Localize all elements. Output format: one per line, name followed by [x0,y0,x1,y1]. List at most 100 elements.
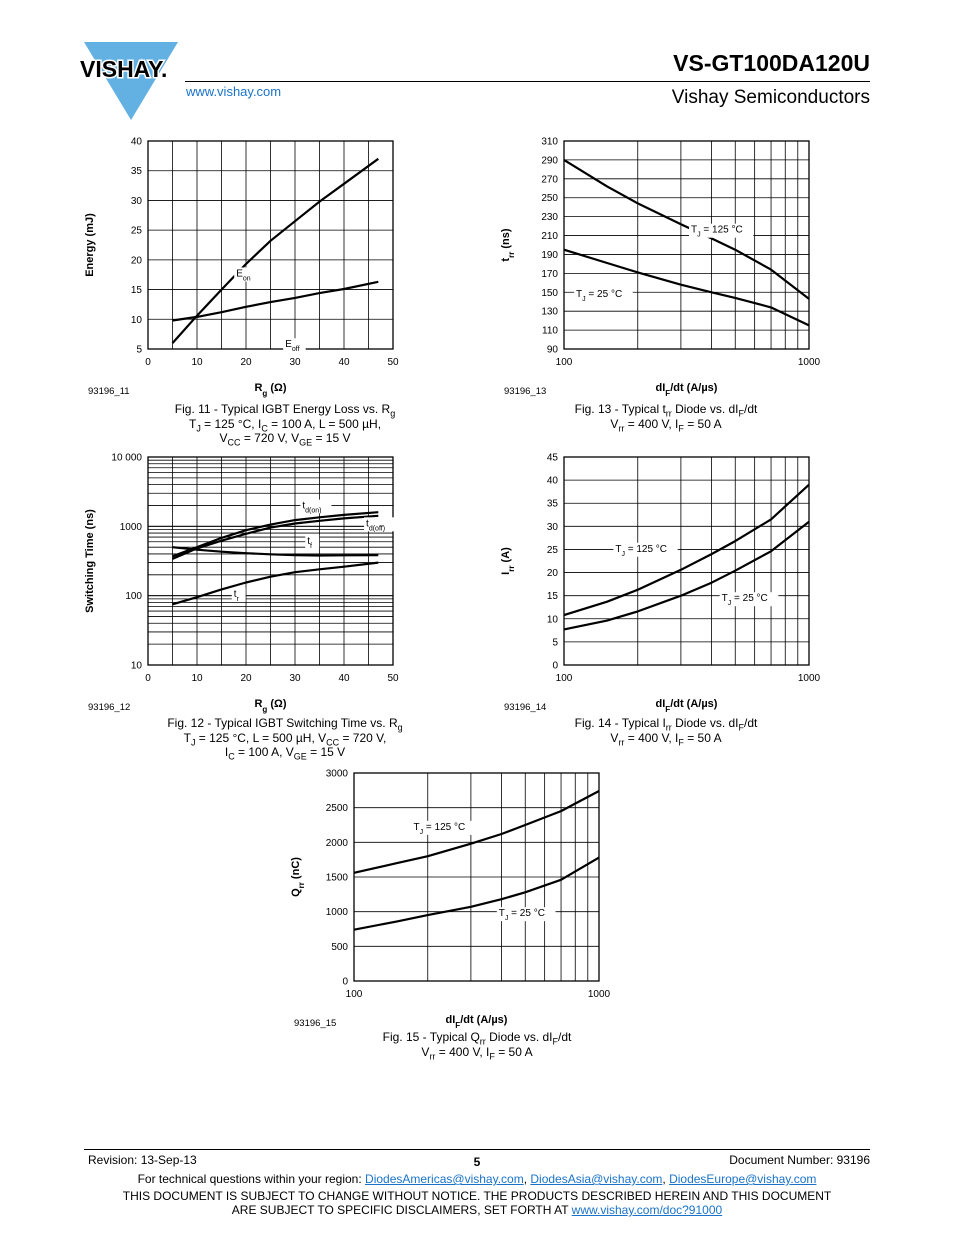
figure-11-caption: Fig. 11 - Typical IGBT Energy Loss vs. R… [110,402,460,448]
y-tick-label: 15 [131,285,143,296]
x-tick-label: 100 [556,673,573,684]
logo-triangle [84,42,178,120]
header-rule [185,81,870,82]
caption-line: Fig. 13 - Typical trr Diode vs. dIF/dt [574,402,758,419]
caption-line: Vrr = 400 V, IF = 50 A [610,730,722,747]
caption-line: Fig. 15 - Typical Qrr Diode vs. dIF/dt [382,1030,572,1047]
series-label-background [305,534,320,549]
y-tick-label: 20 [131,255,143,266]
y-tick-label: 2000 [326,838,349,849]
email-europe-link[interactable]: DiodesEurope@vishay.com [669,1172,817,1186]
y-tick-label: 110 [542,326,558,337]
series-label-background [234,267,253,282]
y-tick-label: 10 000 [111,453,142,464]
y-axis-label: Qrr (nC) [290,857,306,897]
series-line-1 [563,520,810,631]
disclaimer-line-1: THIS DOCUMENT IS SUBJECT TO CHANGE WITHO… [122,1189,832,1203]
series-line-1 [563,248,810,327]
y-tick-label: 210 [541,231,558,242]
y-tick-label: 3000 [326,769,349,780]
series-label-1: Eoff [285,339,299,353]
y-tick-label: 0 [552,661,558,672]
y-tick-label: 15 [547,591,559,602]
series-line-0 [563,483,810,617]
y-tick-label: 35 [131,166,143,177]
company-name: Vishay Semiconductors [671,87,870,108]
series-label-background [719,592,779,607]
series-label-background [496,907,556,922]
y-tick-label: 45 [547,453,559,464]
series-label-2: tf [307,536,312,550]
y-tick-label: 25 [131,226,143,237]
y-tick-label: 290 [541,155,558,166]
series-line-3 [172,561,379,606]
plot-frame [563,140,810,350]
revision-date: Revision: 13-Sep-13 [88,1153,197,1167]
series-label-0: TJ = 125 °C [691,225,743,239]
caption-line: VCC = 720 V, VGE = 15 V [219,431,351,448]
series-line-0 [171,157,379,344]
y-tick-label: 2500 [326,803,349,814]
page-number: 5 [473,1155,481,1169]
website-link[interactable]: www.vishay.com [186,84,282,99]
x-tick-label: 20 [240,357,252,368]
y-tick-label: 270 [541,174,558,185]
caption-line: Vrr = 400 V, IF = 50 A [610,416,722,433]
figure-14-chart: 100 1000 0 5 10 15 20 25 30 35 40 45 TJ = 125 °C TJ =… [500,453,821,714]
x-tick-label: 1000 [798,673,821,684]
figure-13-chart: 100 1000 90 110 130 150 170 190 210 230 250 270 290 3… [500,137,821,398]
y-tick-label: 35 [547,499,559,510]
figure-11-chart: 0 10 20 30 40 50 5 10 15 20 25 30 35 40 Eon Eoff Rg (Ω) E… [84,137,399,398]
y-tick-label: 230 [541,212,558,223]
y-tick-label: 100 [125,591,142,602]
y-tick-label: 10 [131,661,143,672]
y-tick-label: 1000 [120,522,143,533]
series-line-1 [172,514,379,560]
y-tick-label: 190 [541,250,558,261]
disclaimer-link[interactable]: www.vishay.com/doc?91000 [571,1203,723,1217]
series-label-3: tr [234,589,240,603]
plot-frame [353,772,600,982]
y-tick-label: 150 [541,288,558,299]
x-tick-label: 1000 [798,357,821,368]
series-line-1 [172,280,379,322]
y-tick-label: 10 [131,315,143,326]
x-tick-label: 50 [387,357,399,368]
x-tick-label: 0 [145,673,151,684]
logo-text: VISHAY. [80,56,167,82]
caption-line: Fig. 14 - Typical Irr Diode vs. dIF/dt [574,716,758,733]
plot-frame [147,140,394,350]
grid [353,772,600,982]
caption-line: Fig. 11 - Typical IGBT Energy Loss vs. R… [174,402,396,419]
x-axis-label: Rg (Ω) [254,382,286,398]
figure-13-caption: Fig. 13 - Typical trr Diode vs. dIF/dt Vr… [511,402,821,433]
series-line-0 [172,511,379,558]
y-tick-label: 0 [342,977,348,988]
figure-15-chart: 100 1000 0 500 1000 1500 2000 2500 3000 TJ = 125 … [290,769,611,1030]
series-label-1: TJ = 25 °C [722,593,768,607]
y-tick-label: 5 [552,637,558,648]
series-line-2 [172,546,379,557]
y-tick-label: 5 [136,345,142,356]
y-axis-label: Energy (mJ) [84,213,96,277]
x-tick-label: 10 [191,673,203,684]
caption-line: IC = 100 A, VGE = 15 V [224,745,346,762]
y-tick-label: 30 [547,522,559,533]
figure-14-caption: Fig. 14 - Typical Irr Diode vs. dIF/dt Vr… [511,716,821,747]
x-tick-label: 30 [289,673,301,684]
x-tick-label: 40 [338,673,350,684]
email-americas-link[interactable]: DiodesAmericas@vishay.com [365,1172,524,1186]
plot-frame [563,456,810,666]
figure-code: 93196_11 [88,386,130,397]
series-label-background [300,499,332,514]
x-tick-label: 1000 [588,989,611,1000]
series-label-background [364,517,400,532]
series-label-background [574,288,633,302]
x-axis-label: dIF/dt (A/µs) [656,698,718,714]
y-axis-label: Irr (A) [500,547,516,575]
figure-code: 93196_12 [88,702,130,713]
x-tick-label: 100 [556,357,573,368]
series-line-1 [353,856,600,931]
email-asia-link[interactable]: DiodesAsia@vishay.com [530,1172,663,1186]
